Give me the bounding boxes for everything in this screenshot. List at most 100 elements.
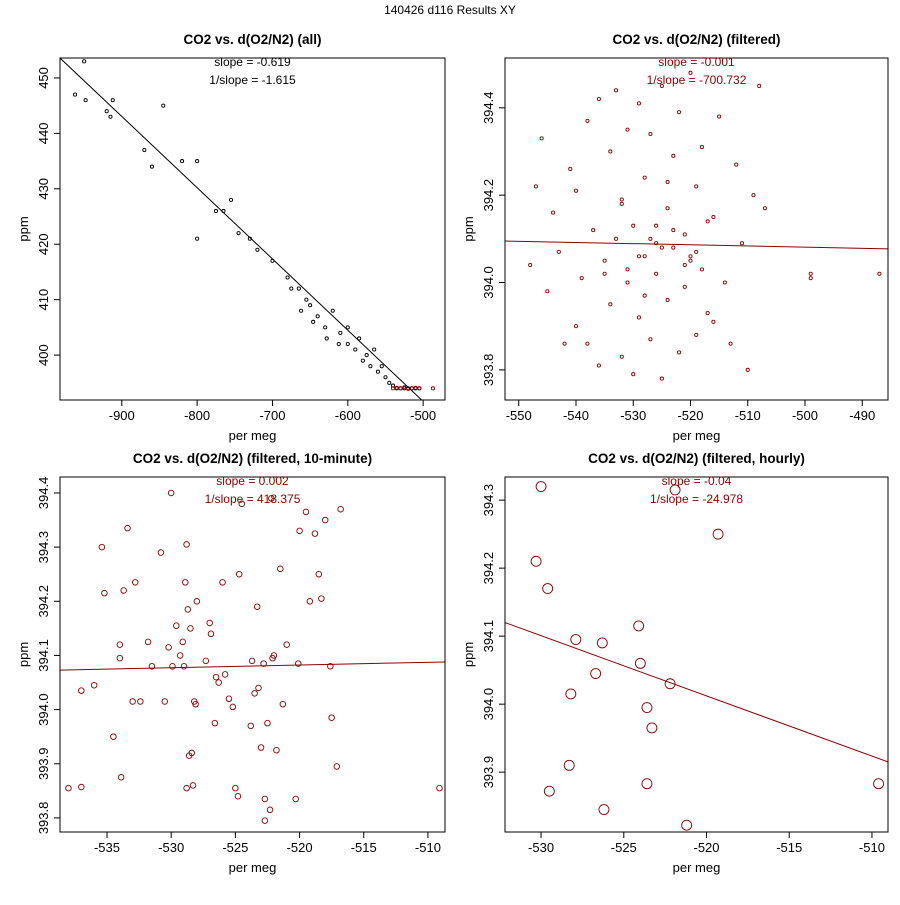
point — [596, 637, 608, 649]
point — [330, 308, 335, 313]
point — [699, 267, 704, 272]
annotation: slope = -0.04 — [662, 474, 732, 488]
annotation: 1/slope = -1.615 — [209, 73, 296, 87]
point — [315, 314, 320, 319]
point — [255, 684, 262, 692]
point — [131, 579, 139, 586]
y-tick-label: 393.9 — [481, 756, 496, 789]
point — [676, 350, 682, 355]
x-tick-label: -520 — [693, 840, 719, 855]
point — [193, 598, 201, 605]
point — [573, 324, 579, 329]
point — [353, 347, 358, 352]
point — [565, 688, 577, 700]
x-tick-label: -800 — [184, 408, 210, 423]
point — [619, 201, 624, 206]
y-tick-label: 394.0 — [481, 688, 496, 721]
point — [665, 179, 670, 185]
point — [633, 620, 645, 632]
point — [327, 663, 334, 670]
y-tick-label: 394.2 — [481, 179, 496, 212]
point — [387, 380, 392, 385]
x-tick-label: -520 — [677, 408, 703, 423]
point — [167, 489, 175, 497]
point — [636, 254, 642, 259]
point — [625, 267, 630, 272]
point — [188, 749, 195, 757]
point — [694, 332, 699, 337]
point — [634, 657, 646, 669]
point — [659, 83, 664, 89]
point — [641, 702, 653, 713]
x-axis-label: per meg — [229, 860, 277, 875]
x-tick-label: -530 — [620, 408, 646, 423]
x-tick-label: -600 — [335, 408, 361, 423]
y-tick-label: 400 — [36, 344, 51, 366]
point — [292, 795, 299, 803]
point — [184, 606, 192, 613]
point — [562, 341, 567, 346]
point — [654, 271, 659, 276]
point — [641, 778, 653, 790]
point — [264, 719, 271, 727]
y-tick-label: 440 — [36, 123, 51, 145]
y-tick-label: 393.9 — [36, 747, 51, 780]
point — [530, 555, 542, 567]
point — [528, 262, 533, 268]
point — [682, 284, 687, 289]
point — [266, 806, 274, 814]
point — [183, 541, 190, 548]
x-tick-label: -500 — [792, 408, 818, 423]
point — [161, 103, 166, 108]
point — [212, 673, 220, 681]
point — [323, 325, 328, 330]
point — [110, 98, 115, 103]
point — [192, 700, 199, 708]
point — [90, 681, 98, 689]
point — [324, 336, 329, 341]
annotation: 1/slope = 418.375 — [205, 492, 301, 506]
point — [596, 363, 601, 368]
point — [248, 657, 256, 665]
point — [642, 175, 647, 180]
point — [669, 484, 681, 496]
point — [360, 358, 365, 363]
point — [563, 759, 575, 771]
point — [539, 136, 544, 141]
plot-area — [505, 481, 888, 831]
point — [542, 583, 554, 594]
point — [345, 325, 350, 330]
y-tick-label: 430 — [36, 178, 51, 200]
point — [873, 778, 885, 790]
point — [705, 219, 710, 224]
point — [619, 354, 624, 359]
annotation: slope = -0.001 — [658, 55, 735, 69]
point — [681, 819, 693, 831]
point — [676, 110, 682, 115]
plot-frame — [59, 476, 446, 833]
point — [671, 245, 676, 250]
point — [688, 70, 693, 75]
point — [189, 782, 197, 789]
point — [142, 147, 147, 153]
x-tick-label: -510 — [415, 840, 441, 855]
y-tick-label: 394.0 — [36, 693, 51, 726]
annotation: 1/slope = -24.978 — [650, 492, 743, 506]
figure-title: 140426 d116 Results XY — [384, 3, 516, 17]
point — [664, 678, 676, 690]
point — [207, 630, 215, 638]
point — [682, 232, 687, 237]
point — [169, 663, 176, 670]
fit-line — [60, 58, 422, 400]
point — [195, 159, 200, 164]
point — [751, 193, 756, 198]
x-tick-label: -535 — [94, 840, 120, 855]
point — [579, 276, 584, 281]
x-tick-label: -530 — [158, 840, 184, 855]
y-tick-label: 450 — [36, 67, 51, 89]
y-tick-label: 393.8 — [36, 802, 51, 835]
point — [315, 570, 323, 578]
point — [357, 336, 362, 341]
x-tick-label: -550 — [506, 408, 532, 423]
y-tick-label: 394.1 — [36, 639, 51, 672]
